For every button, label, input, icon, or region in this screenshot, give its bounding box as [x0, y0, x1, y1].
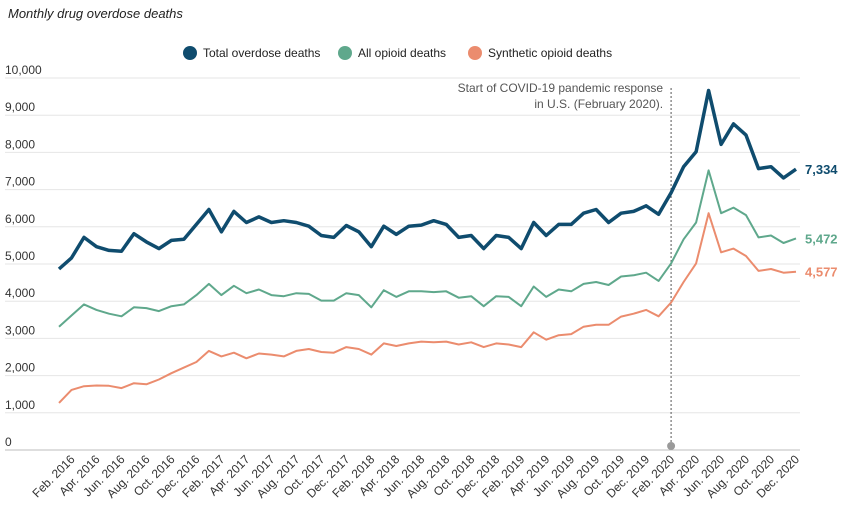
y-tick-label: 2,000 [5, 361, 35, 375]
series-line [58, 212, 797, 404]
y-tick-label: 9,000 [5, 100, 35, 114]
chart-title: Monthly drug overdose deaths [8, 6, 183, 21]
y-axis-ticks: 0 1,000 2,000 3,000 4,000 5,000 6,000 7,000 8,00… [5, 63, 42, 449]
annotation-text: Start of COVID-19 pandemic response [458, 81, 664, 95]
y-tick-label: 0 [5, 435, 12, 449]
series-line [57, 88, 797, 271]
series-lines [57, 88, 797, 404]
gridlines [5, 77, 800, 451]
series-line [58, 169, 797, 328]
y-tick-label: 4,000 [5, 286, 35, 300]
legend-label: All opioid deaths [358, 46, 446, 60]
legend-marker [338, 46, 352, 60]
legend-label: Total overdose deaths [203, 46, 320, 60]
y-tick-label: 10,000 [5, 63, 42, 77]
end-labels: 4,577 5,472 7,334 [805, 162, 838, 280]
series-end-label: 7,334 [805, 162, 838, 177]
annotation-dot [667, 442, 676, 450]
y-tick-label: 8,000 [5, 137, 35, 151]
y-tick-label: 5,000 [5, 249, 35, 263]
legend-marker [468, 46, 482, 60]
covid-annotation: Start of COVID-19 pandemic response in U.… [458, 81, 676, 450]
series-end-label: 4,577 [805, 265, 838, 280]
y-tick-label: 3,000 [5, 323, 35, 337]
legend-label: Synthetic opioid deaths [488, 46, 612, 60]
annotation-text: in U.S. (February 2020). [534, 97, 663, 111]
series-end-label: 5,472 [805, 231, 838, 246]
legend: Total overdose deaths All opioid deaths Sy… [183, 46, 612, 60]
legend-marker [183, 46, 197, 60]
y-tick-label: 6,000 [5, 212, 35, 226]
y-tick-label: 1,000 [5, 398, 35, 412]
y-tick-label: 7,000 [5, 175, 35, 189]
